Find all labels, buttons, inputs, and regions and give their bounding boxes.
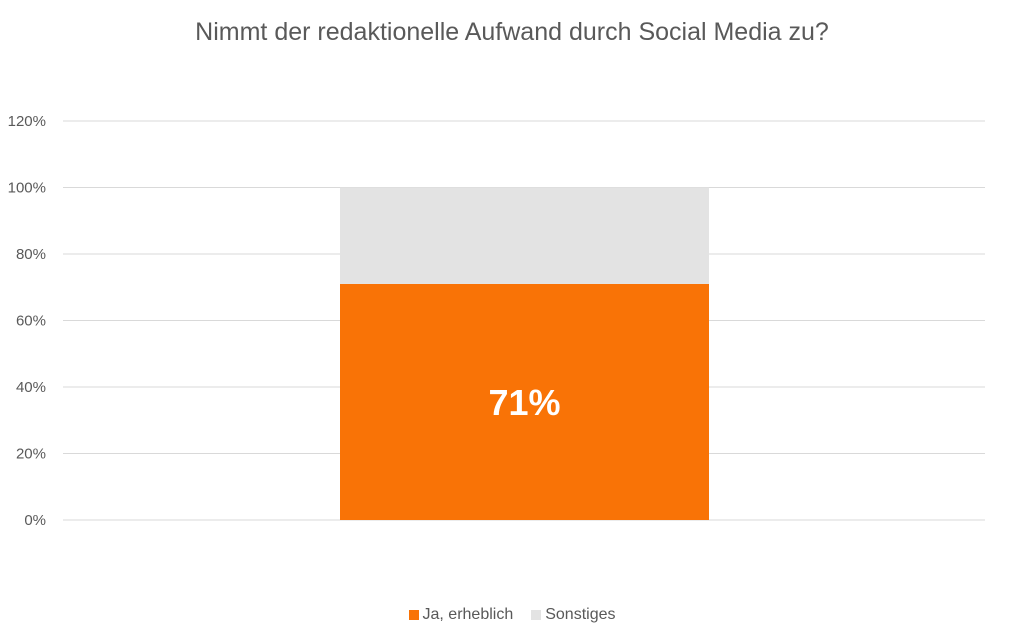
- legend-item: Sonstiges: [531, 606, 615, 624]
- legend-item: Ja, erheblich: [408, 606, 514, 624]
- y-tick-label: 20%: [16, 446, 46, 463]
- y-tick-label: 120%: [8, 113, 46, 130]
- bar-segment-ja-erheblich: [340, 283, 709, 520]
- bar-segment-sonstiges: [340, 187, 709, 284]
- y-tick-label: 0%: [24, 512, 46, 529]
- y-tick-label: 60%: [16, 313, 46, 330]
- legend-label: Ja, erheblich: [422, 606, 514, 623]
- y-tick-label: 100%: [8, 180, 46, 197]
- legend-label: Sonstiges: [545, 606, 616, 623]
- data-label: 71%: [488, 382, 560, 423]
- legend-swatch: [531, 610, 542, 620]
- legend: Ja, erheblich Sonstiges: [0, 606, 1024, 625]
- legend-swatch: [408, 610, 419, 620]
- chart-title: Nimmt der redaktionelle Aufwand durch So…: [195, 18, 829, 46]
- y-tick-label: 40%: [16, 379, 46, 396]
- y-tick-label: 80%: [16, 246, 46, 263]
